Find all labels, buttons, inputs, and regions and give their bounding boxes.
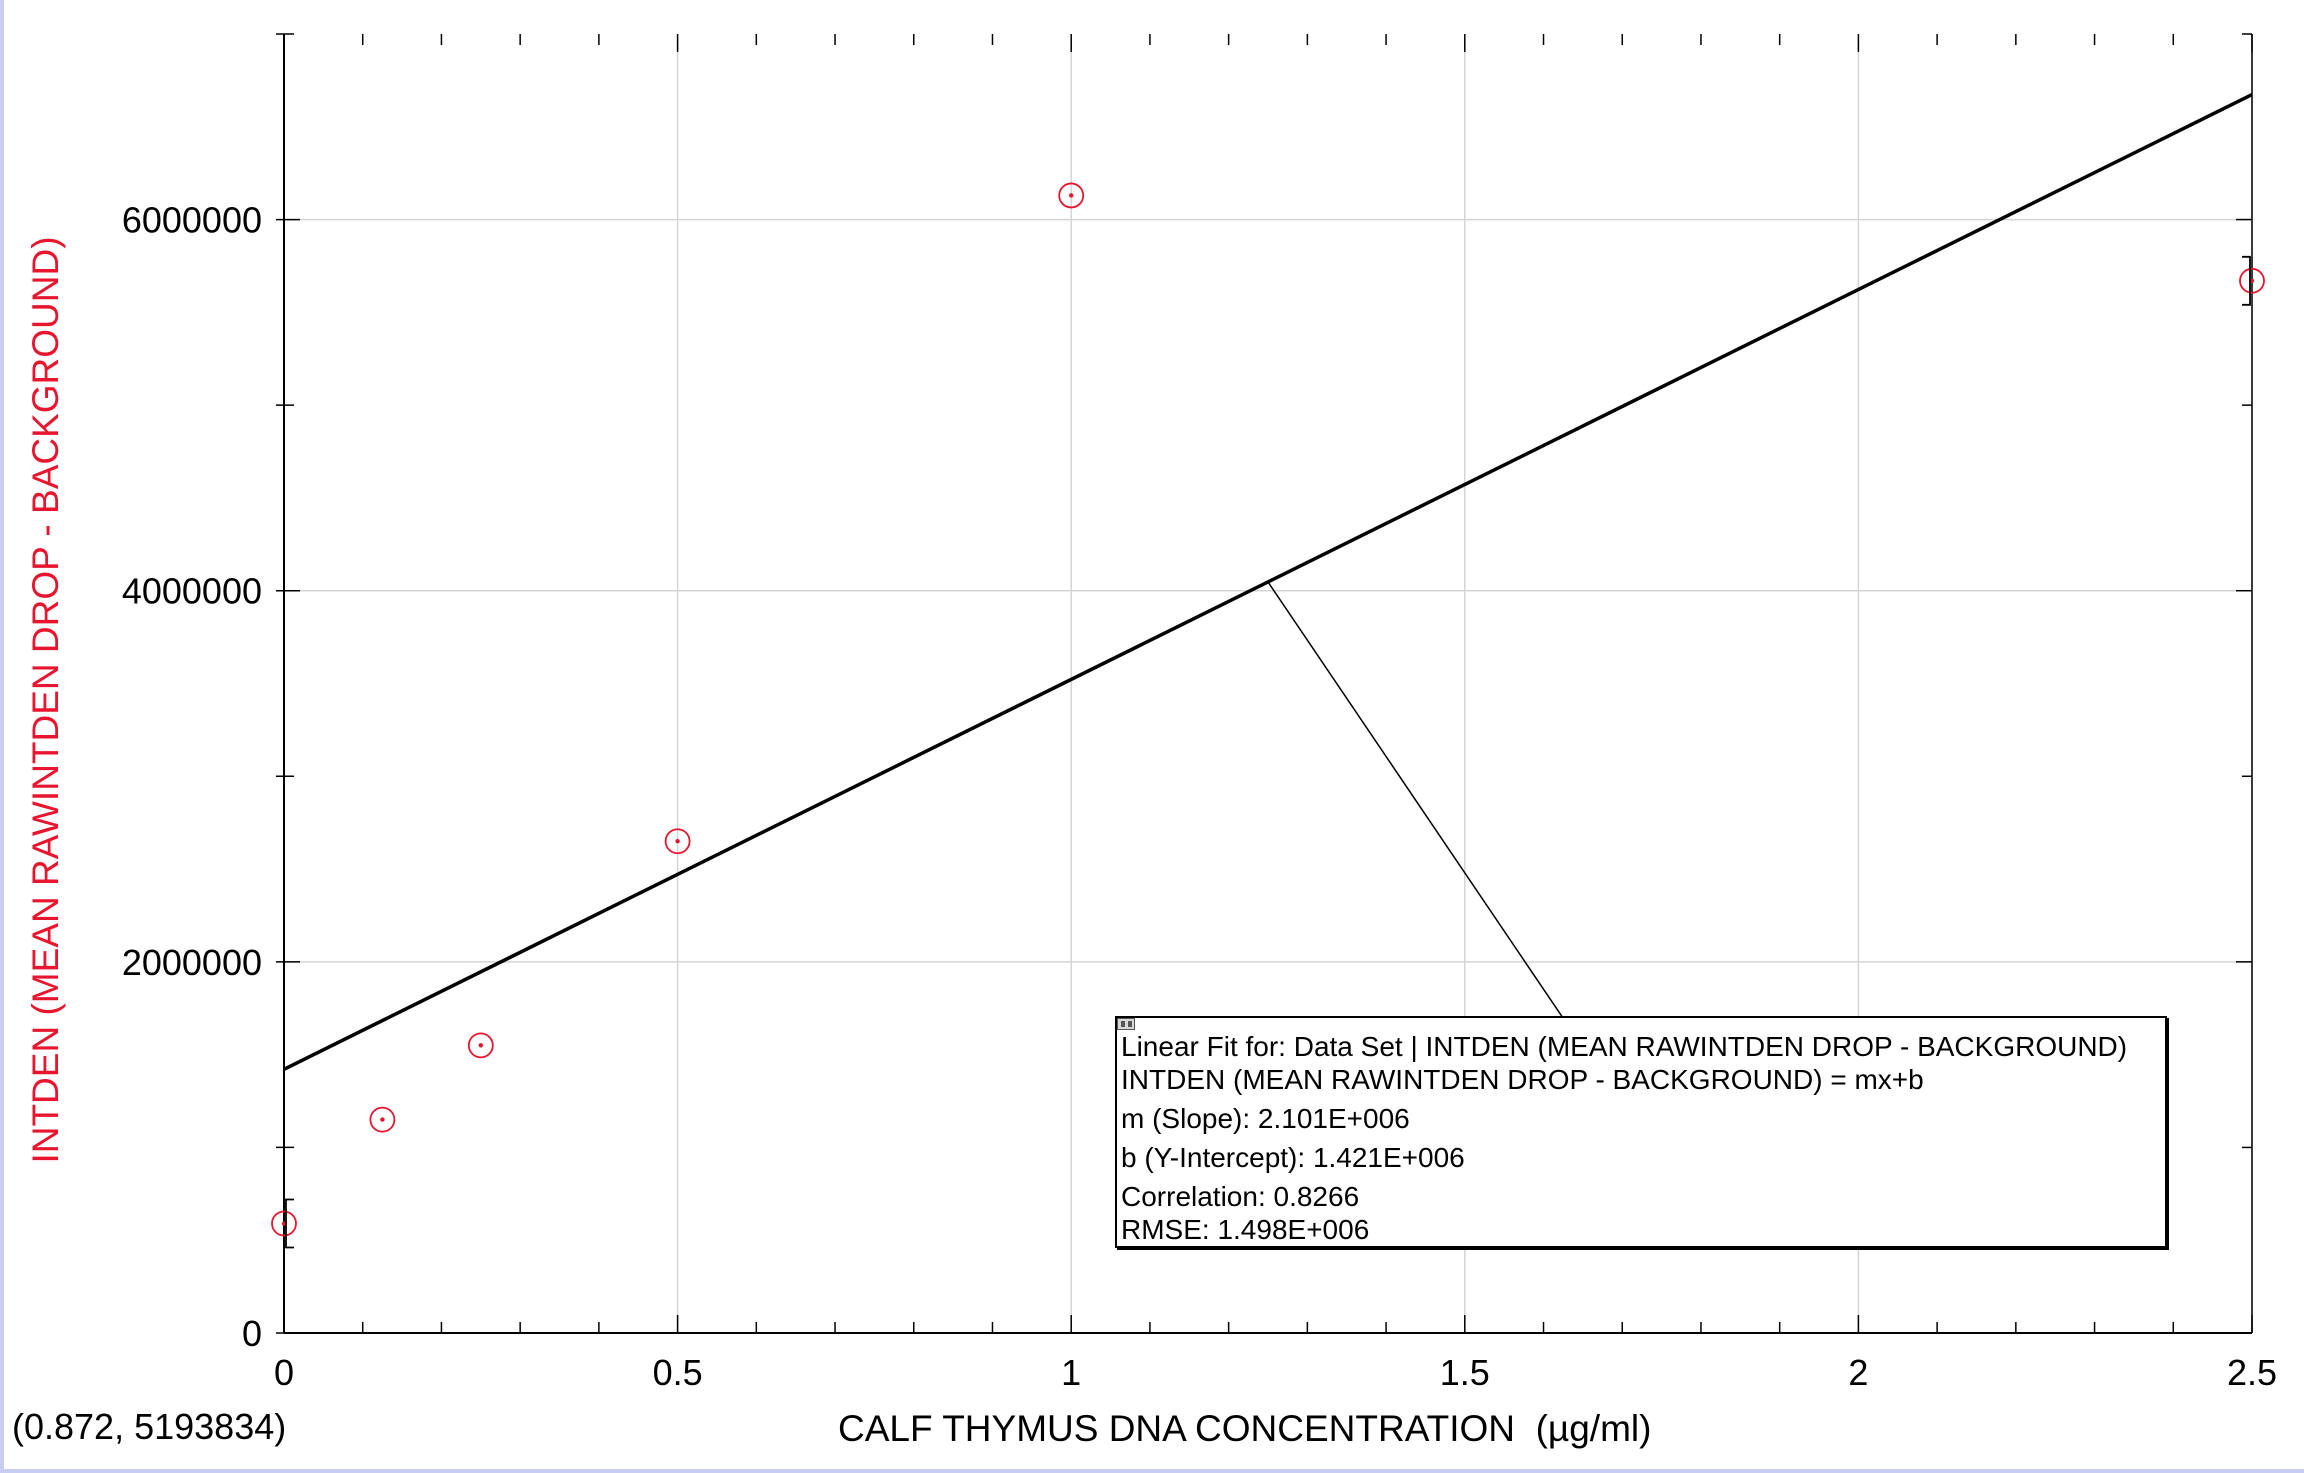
linear-fit[interactable] bbox=[283, 93, 2253, 1071]
x-tick-label: 1 bbox=[1061, 1352, 1081, 1393]
data-point-marker bbox=[369, 1106, 396, 1133]
tick-marks bbox=[276, 33, 2253, 1334]
window-left-edge bbox=[0, 0, 4, 1473]
tick-labels: 0 0.5 1 1.5 2 2.5 0 2000000 4000000 6000000 bbox=[122, 200, 2277, 1393]
data-point-marker bbox=[271, 1210, 297, 1237]
data-point-dot bbox=[281, 1221, 287, 1226]
x-axis-label[interactable]: CALF THYMUS DNA CONCENTRATION (µg/ml) bbox=[838, 1408, 1652, 1449]
fit-intercept: b (Y-Intercept): 1.421E+006 bbox=[1121, 1142, 1465, 1173]
y-tick-label: 0 bbox=[242, 1313, 262, 1354]
data-point bbox=[369, 1106, 396, 1133]
data-point bbox=[1058, 182, 1085, 209]
fit-equation: INTDEN (MEAN RAWINTDEN DROP - BACKGROUND… bbox=[1121, 1064, 1924, 1095]
data-point bbox=[2239, 255, 2265, 306]
axes bbox=[283, 34, 2253, 1334]
y-tick-label: 6000000 bbox=[122, 200, 262, 241]
y-axis-label[interactable]: INTDEN (MEAN RAWINTDEN DROP - BACKGROUND… bbox=[25, 236, 66, 1164]
x-tick-label: 2.5 bbox=[2227, 1352, 2277, 1393]
data-point bbox=[467, 1032, 494, 1059]
fit-correlation: Correlation: 0.8266 bbox=[1121, 1181, 1360, 1212]
edge-point-bracket bbox=[285, 1198, 294, 1249]
x-tick-label: 1.5 bbox=[1440, 1352, 1490, 1393]
data-point-dot bbox=[478, 1043, 483, 1048]
data-point bbox=[664, 828, 691, 855]
y-tick-label: 4000000 bbox=[122, 571, 262, 612]
x-tick-label: 2 bbox=[1848, 1352, 1868, 1393]
annotation-leader-line bbox=[1267, 581, 1564, 1019]
y-tick-label: 2000000 bbox=[122, 942, 262, 983]
data-point-dot bbox=[380, 1117, 385, 1122]
edge-point-bracket bbox=[2242, 255, 2251, 306]
data-point bbox=[271, 1198, 297, 1249]
window-bottom-edge bbox=[0, 1469, 2304, 1473]
data-point-marker bbox=[664, 828, 691, 855]
fit-slope: m (Slope): 2.101E+006 bbox=[1121, 1103, 1410, 1134]
annotation-options-icon[interactable] bbox=[1117, 1018, 1135, 1030]
data-point-marker bbox=[2239, 267, 2265, 294]
data-point-marker bbox=[467, 1032, 494, 1059]
data-point-dot bbox=[675, 839, 680, 844]
fit-title: Linear Fit for: Data Set | INTDEN (MEAN … bbox=[1121, 1031, 2128, 1062]
cursor-coordinate-readout: (0.872, 5193834) bbox=[12, 1406, 287, 1447]
data-point-marker bbox=[1058, 182, 1085, 209]
x-tick-label: 0.5 bbox=[653, 1352, 703, 1393]
data-points bbox=[271, 182, 2265, 1249]
x-tick-label: 0 bbox=[274, 1352, 294, 1393]
linear-fit-annotation-box[interactable]: Linear Fit for: Data Set | INTDEN (MEAN … bbox=[1115, 1016, 2167, 1248]
fit-rmse: RMSE: 1.498E+006 bbox=[1121, 1214, 1370, 1245]
data-point-dot bbox=[1069, 193, 1074, 198]
